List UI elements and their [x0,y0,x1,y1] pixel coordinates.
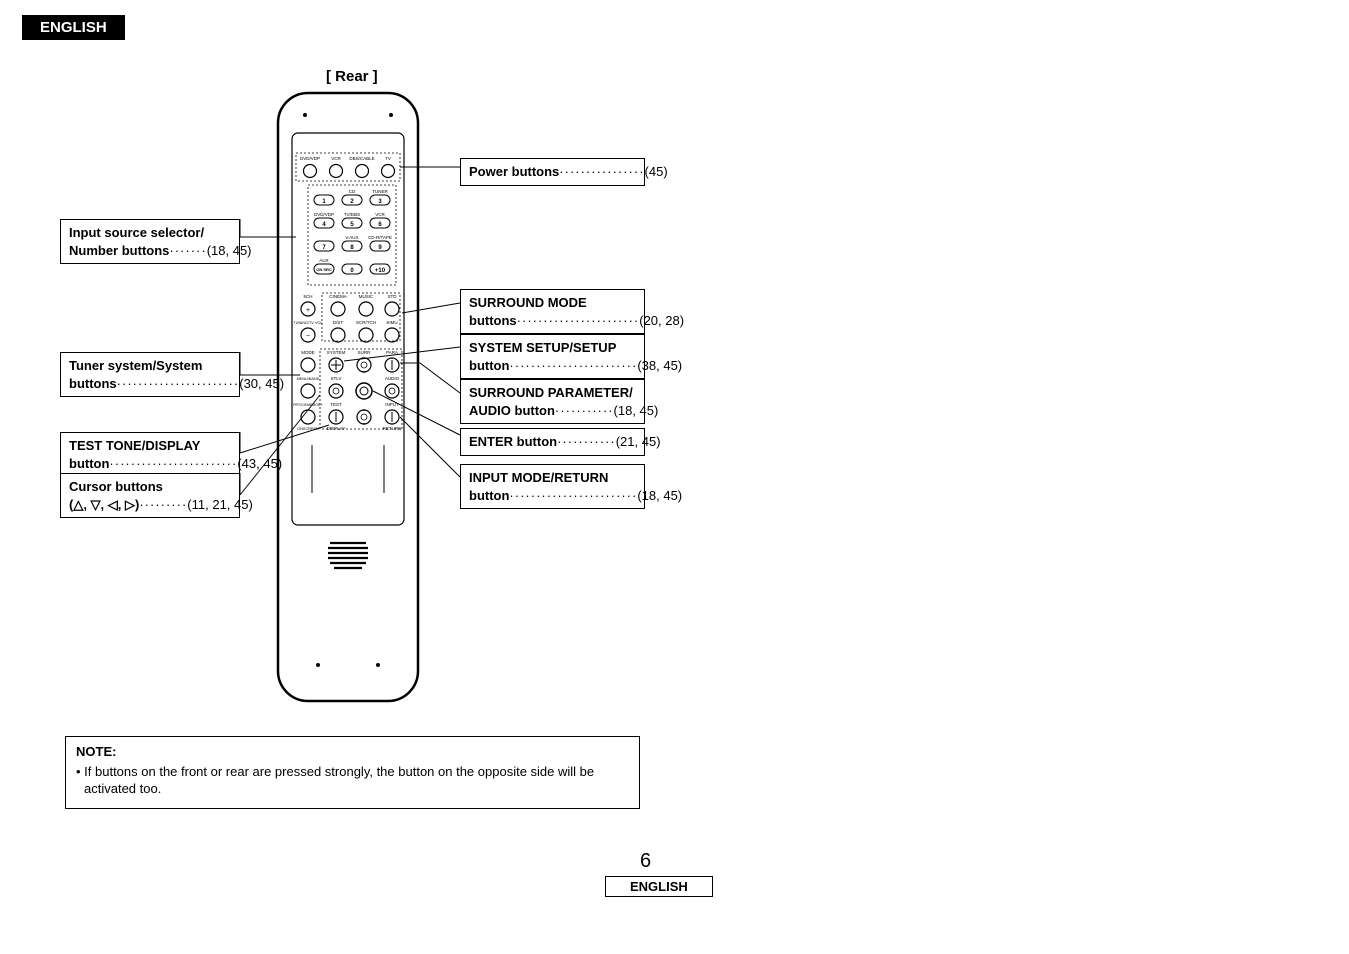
svg-text:8: 8 [350,245,354,251]
note-title: NOTE: [76,743,629,761]
remote-diagram: DVD/VDP VCR DBS/CABLE TV CD TUNER 1 2 3 … [60,85,650,725]
svg-text:SIMU: SIMU [386,320,397,325]
svg-text:0: 0 [350,268,354,274]
svg-text:TEST: TEST [330,402,342,407]
note-box: NOTE: • If buttons on the front or rear … [65,736,640,809]
svg-text:CINEMA: CINEMA [329,294,347,299]
svg-text:6: 6 [378,222,382,228]
svg-text:TV: TV [385,156,391,161]
svg-text:5CH: 5CH [303,294,312,299]
svg-text:VCR: VCR [375,212,385,217]
svg-text:AUX: AUX [319,258,328,263]
svg-text:DVD/VDP: DVD/VDP [314,212,334,217]
svg-text:MUSIC: MUSIC [359,294,374,299]
svg-text:7: 7 [322,245,326,251]
svg-text:ON SRC: ON SRC [316,267,332,272]
svg-text:TUNING/TV VOL: TUNING/TV VOL [293,321,322,325]
svg-text:3: 3 [378,199,382,205]
svg-text:VCR: VCR [331,156,341,161]
svg-text:V.AUX: V.AUX [345,235,358,240]
svg-text:+: + [306,307,310,314]
svg-text:PRT/CH/MEMORY: PRT/CH/MEMORY [293,403,323,407]
svg-text:9: 9 [378,245,382,251]
svg-text:STD: STD [388,294,398,299]
page-number: 6 [640,850,651,873]
svg-text:CD-R/TAPE: CD-R/TAPE [368,235,392,240]
svg-text:DVD/VDP: DVD/VDP [300,156,320,161]
svg-text:1: 1 [322,199,326,205]
note-bullet: • If buttons on the front or rear are pr… [76,763,629,798]
svg-text:MENU/BAND: MENU/BAND [297,377,320,381]
svg-text:5: 5 [350,222,354,228]
svg-text:TV/DBS: TV/DBS [344,212,360,217]
svg-text:STLV: STLV [331,376,342,381]
svg-text:+10: +10 [375,268,386,274]
svg-text:2: 2 [350,199,354,205]
svg-text:TUNER: TUNER [372,189,388,194]
header-lang-tab: ENGLISH [22,15,125,40]
svg-text:SYSTEM: SYSTEM [327,350,346,355]
svg-text:DISPLAY: DISPLAY [327,426,346,431]
rear-label: [ Rear ] [326,68,378,85]
svg-text:SURR: SURR [358,350,372,355]
svg-text:D/ST: D/ST [333,320,344,325]
svg-text:DBS/CABLE: DBS/CABLE [349,156,374,161]
svg-text:4: 4 [322,222,326,228]
svg-text:AUDIO: AUDIO [385,376,400,381]
footer-lang: ENGLISH [605,876,713,897]
svg-text:CD: CD [349,189,356,194]
svg-text:MODE: MODE [301,350,315,355]
svg-text:−: − [306,333,310,340]
svg-text:SCR/TCH: SCR/TCH [356,320,376,325]
svg-text:RETURN: RETURN [383,426,402,431]
